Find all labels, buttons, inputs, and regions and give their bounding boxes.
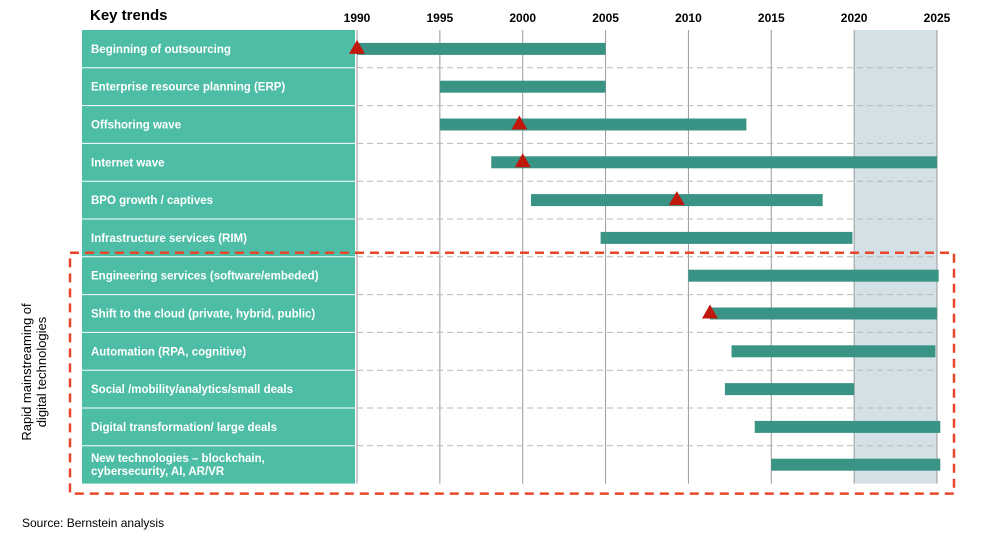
group-dashed-box: [68, 251, 956, 495]
highlight-region: [854, 30, 937, 484]
row-label: Engineering services (software/embeded): [91, 271, 319, 283]
x-tick-label-2000: 2000: [509, 11, 536, 25]
bar: [709, 307, 937, 320]
bar: [688, 269, 939, 282]
marker-triangle: [511, 115, 528, 130]
marker-triangle: [668, 191, 685, 206]
source-note: Source: Bernstein analysis: [22, 516, 165, 530]
row-label: Enterprise resource planning (ERP): [91, 82, 285, 94]
bar: [771, 458, 941, 471]
row-label: Offshoring wave: [91, 120, 181, 132]
x-tick-label-1990: 1990: [344, 11, 371, 25]
bar: [439, 118, 747, 131]
row-label: BPO growth / captives: [91, 195, 213, 207]
row-label: Social /mobility/analytics/small deals: [91, 384, 293, 396]
marker-triangle: [349, 39, 365, 54]
bar: [439, 80, 606, 93]
group-label: Rapid mainstreaming of digital technolog…: [19, 303, 49, 441]
row-label: Internet wave: [91, 157, 165, 169]
row-label: Digital transformation/ large deals: [91, 422, 277, 434]
bar: [357, 42, 606, 55]
bar: [491, 156, 937, 169]
x-tick-label-2015: 2015: [758, 11, 785, 25]
x-tick-label-2020: 2020: [841, 11, 868, 25]
x-tick-label-2010: 2010: [675, 11, 702, 25]
bar: [754, 420, 941, 433]
bar: [600, 231, 853, 244]
row-label: Infrastructure services (RIM): [91, 233, 247, 245]
row-label: Shift to the cloud (private, hybrid, pub…: [91, 309, 315, 321]
marker-triangle: [514, 153, 531, 168]
bar: [731, 345, 936, 358]
x-tick-label-1995: 1995: [427, 11, 454, 25]
x-tick-label-2025: 2025: [924, 11, 951, 25]
chart-title: Key trends: [90, 7, 168, 24]
x-tick-label-2005: 2005: [592, 11, 619, 25]
row-label: New technologies – blockchain, cybersecur…: [91, 453, 265, 478]
marker-triangle: [701, 304, 718, 319]
row-label: Beginning of outsourcing: [91, 44, 231, 56]
bar: [724, 383, 855, 396]
row-label: Automation (RPA, cognitive): [91, 346, 246, 358]
